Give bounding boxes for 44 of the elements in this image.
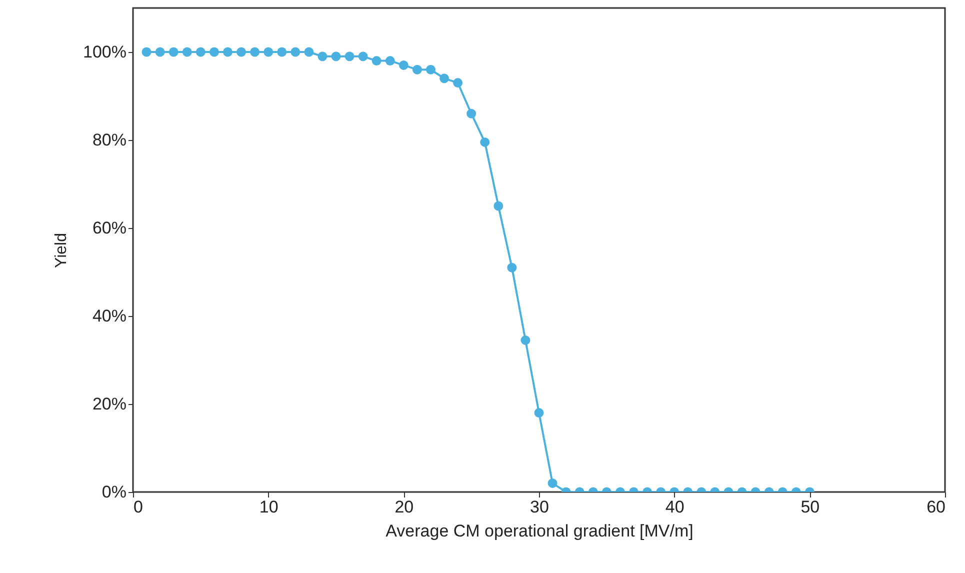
point — [196, 47, 206, 57]
point — [209, 47, 219, 57]
point — [168, 47, 178, 57]
point — [507, 262, 517, 272]
y-tick-label: 0% — [102, 482, 126, 502]
x-tick-label: 0 — [134, 498, 143, 516]
point — [440, 74, 450, 84]
point — [236, 47, 246, 57]
point — [494, 201, 504, 211]
point — [372, 56, 382, 66]
point — [142, 47, 152, 57]
point — [480, 137, 490, 147]
point — [398, 60, 408, 70]
x-tick-label: 50 — [800, 498, 820, 516]
point — [250, 47, 260, 57]
point — [182, 47, 192, 57]
point — [318, 52, 328, 62]
point — [222, 47, 232, 57]
y-tick-label: 40% — [92, 306, 126, 326]
point — [304, 47, 314, 57]
y-tick-label: 80% — [92, 130, 126, 150]
x-tick-label: 10 — [259, 498, 278, 516]
point — [344, 52, 354, 62]
point — [277, 47, 287, 57]
point — [155, 47, 165, 57]
x-tick-label: 30 — [530, 498, 549, 516]
point — [426, 64, 436, 74]
point — [412, 64, 422, 74]
point — [385, 56, 395, 66]
point — [331, 52, 341, 62]
x-tick-label: 40 — [665, 498, 684, 516]
y-tick-label: 20% — [92, 394, 126, 414]
point — [466, 108, 476, 118]
y-tick-label: 100% — [83, 42, 126, 62]
point — [358, 52, 368, 62]
point — [520, 335, 530, 345]
y-axis-title: Yield — [53, 233, 70, 268]
point — [264, 47, 274, 57]
x-tick-label: 20 — [394, 498, 414, 516]
y-tick-label: 60% — [92, 218, 126, 238]
point — [290, 47, 300, 57]
point — [453, 78, 463, 88]
x-tick-label: 60 — [926, 498, 946, 516]
x-axis-title: Average CM operational gradient [MV/m] — [386, 522, 694, 540]
